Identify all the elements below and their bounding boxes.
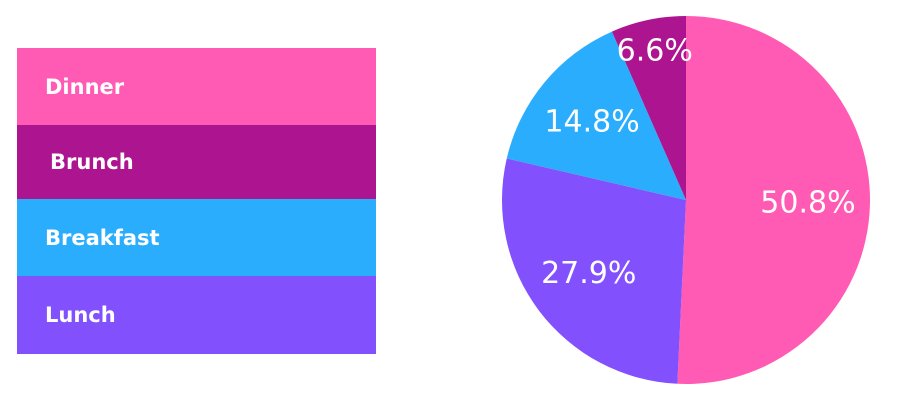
pie-labels: 50.8% 27.9% 14.8% 6.6% (541, 34, 856, 291)
legend: Dinner Brunch Breakfast Lunch (17, 48, 376, 354)
pie-slices (502, 16, 871, 384)
legend-item-breakfast: Breakfast (17, 199, 376, 276)
pie-label-breakfast: 14.8% (544, 105, 639, 140)
pie-slice-dinner (677, 16, 871, 384)
pie-slice-brunch (611, 16, 686, 200)
legend-label-breakfast: Breakfast (45, 225, 160, 250)
legend-item-lunch: Lunch (17, 276, 376, 354)
pie-slice-breakfast (506, 31, 686, 200)
legend-item-dinner: Dinner (17, 48, 376, 125)
legend-label-dinner: Dinner (45, 74, 125, 99)
pie-label-brunch: 6.6% (617, 34, 693, 69)
legend-item-brunch: Brunch (17, 125, 376, 199)
pie-slice-lunch (502, 158, 686, 384)
pie-label-lunch: 27.9% (541, 256, 636, 291)
pie-label-dinner: 50.8% (760, 185, 855, 220)
legend-label-brunch: Brunch (50, 150, 134, 174)
legend-label-lunch: Lunch (45, 303, 116, 327)
